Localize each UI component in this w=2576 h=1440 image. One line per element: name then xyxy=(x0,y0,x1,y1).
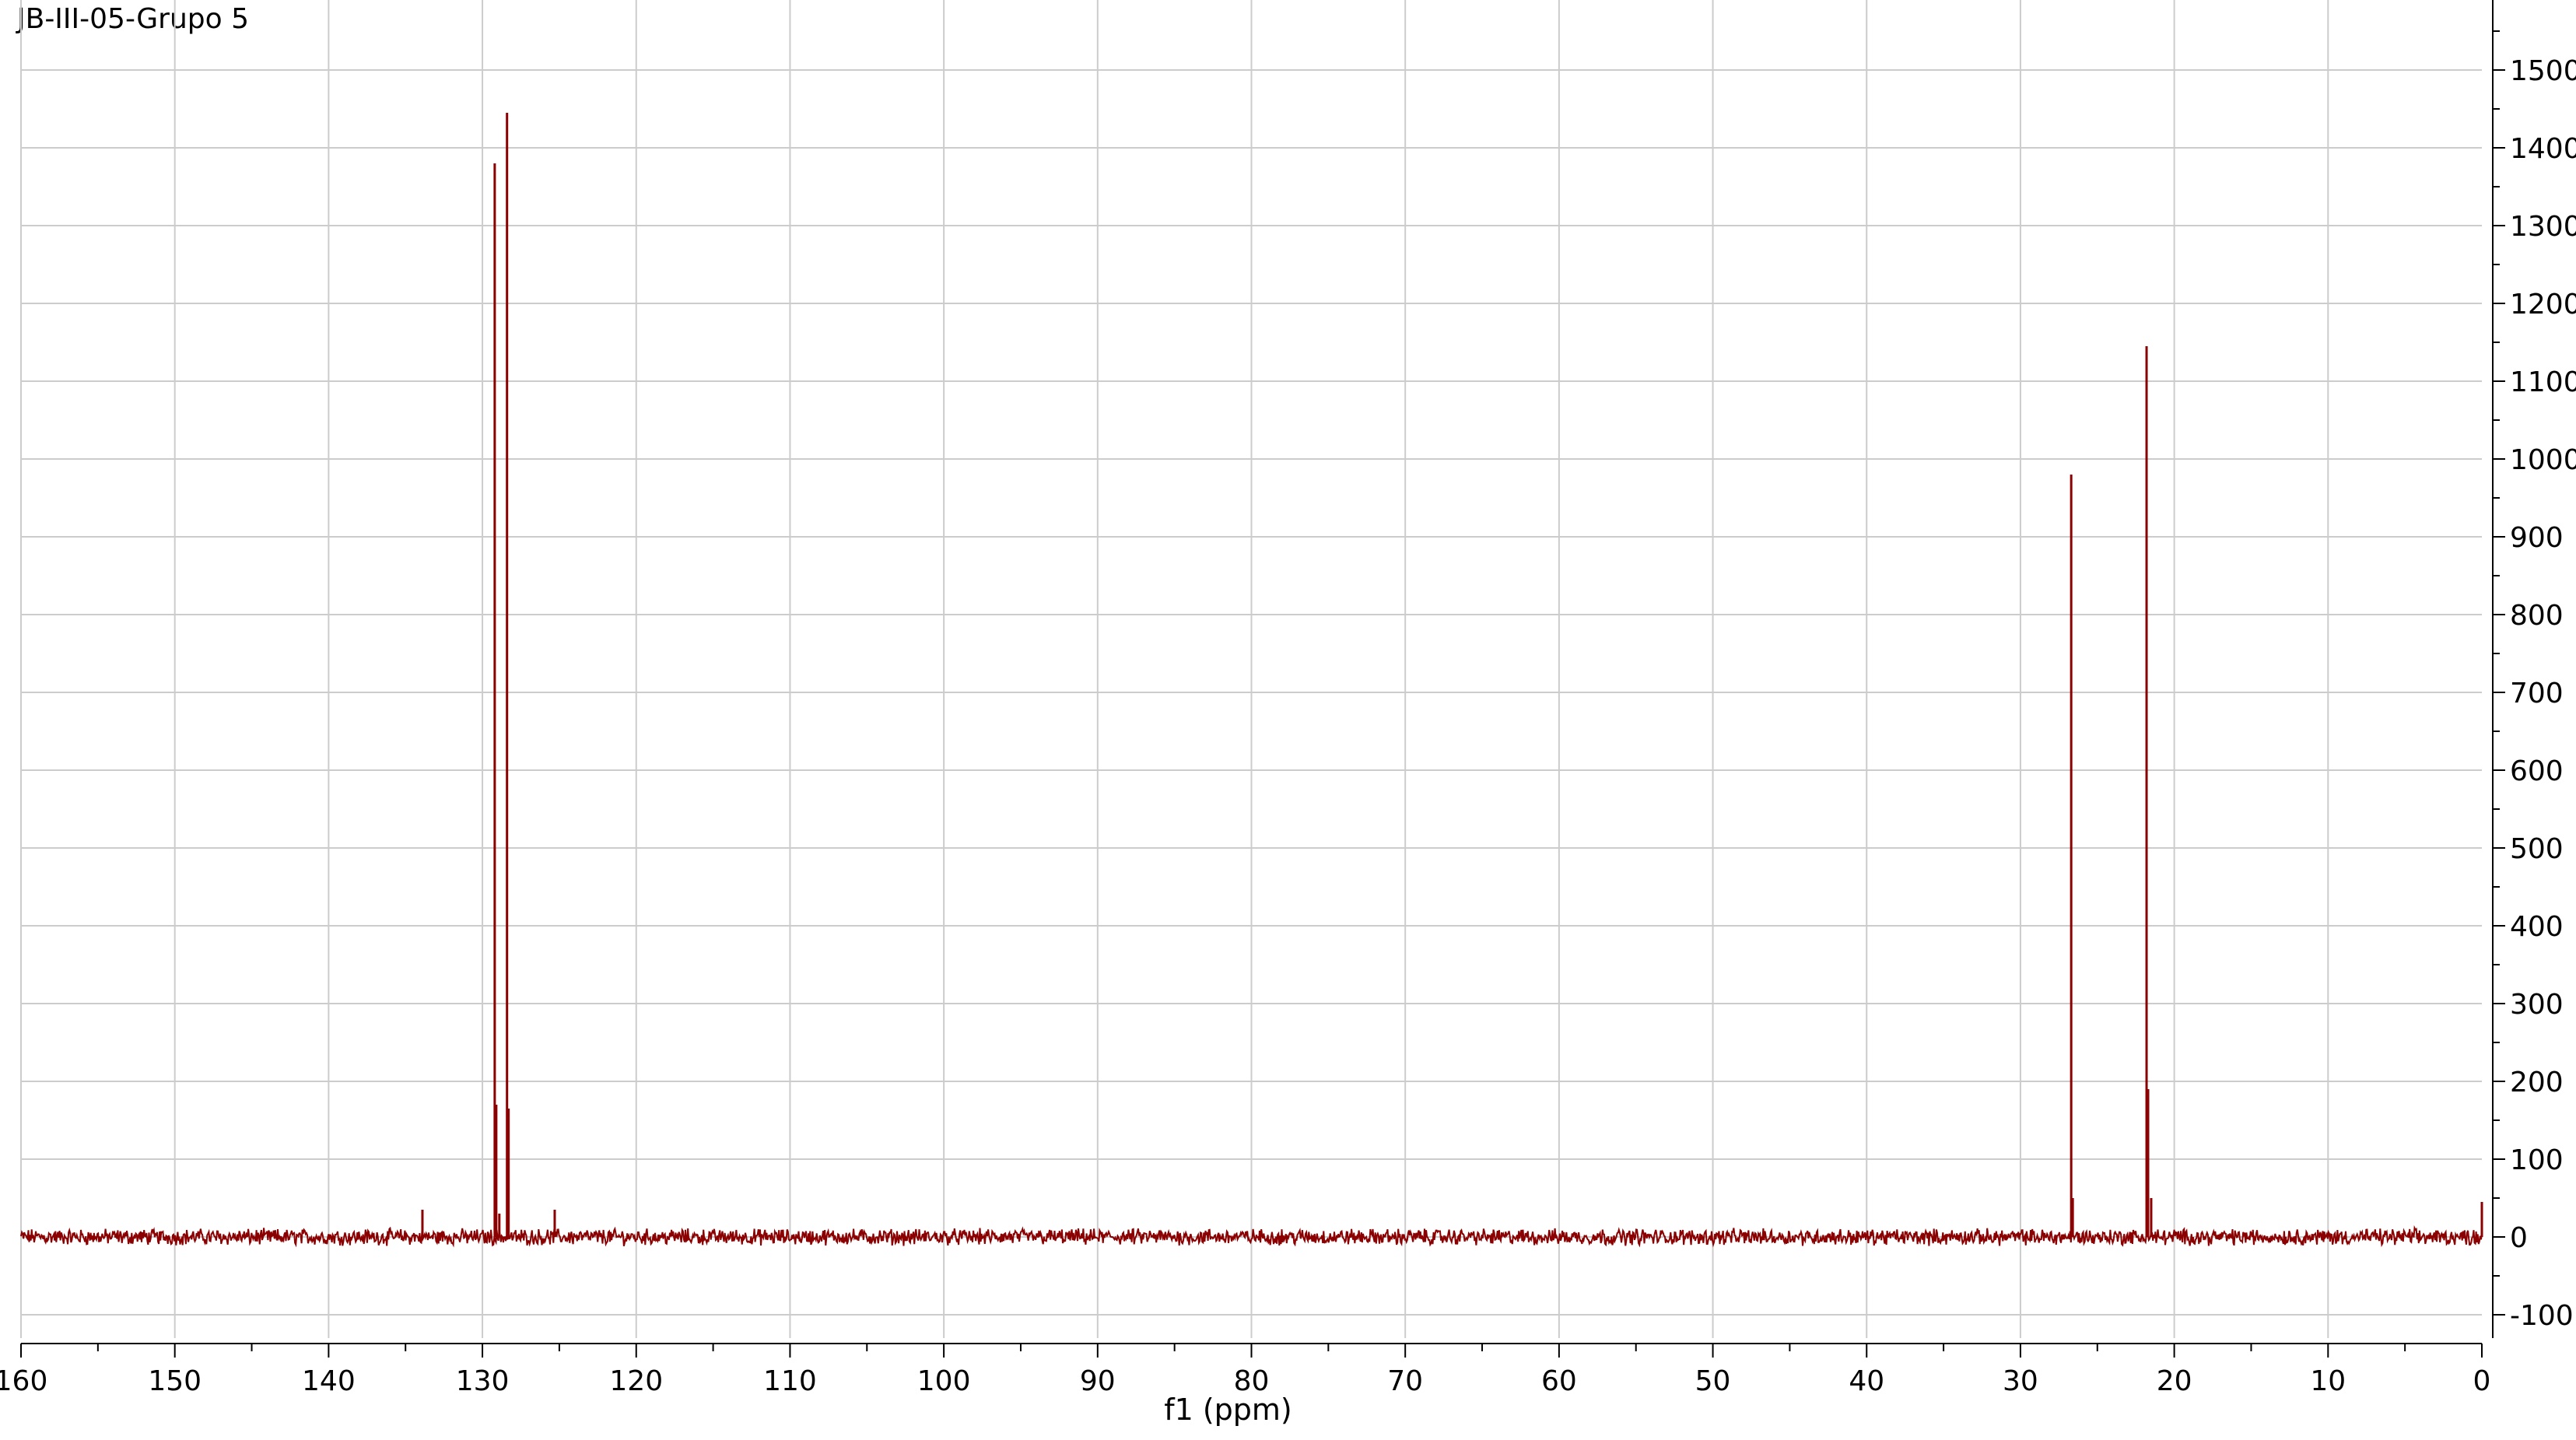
spectrum-trace xyxy=(20,113,2483,1248)
x-axis-title: f1 (ppm) xyxy=(1164,1393,1292,1427)
y-tick-label: 1400 xyxy=(2510,133,2576,165)
x-tick-label: 140 xyxy=(302,1365,356,1397)
y-tick-label: 200 xyxy=(2510,1067,2564,1098)
x-tick-label: 150 xyxy=(148,1365,202,1397)
y-tick-label: 100 xyxy=(2510,1144,2564,1176)
x-tick-label: 90 xyxy=(1080,1365,1116,1397)
x-tick-label: 50 xyxy=(1695,1365,1731,1397)
y-tick-label: 1500 xyxy=(2510,55,2576,87)
x-tick-label: 0 xyxy=(2473,1365,2491,1397)
x-tick-label: 120 xyxy=(609,1365,663,1397)
x-tick-label: 80 xyxy=(1234,1365,1270,1397)
y-tick-label: 400 xyxy=(2510,911,2564,943)
y-tick-label: 0 xyxy=(2510,1222,2528,1254)
y-tick-label: 500 xyxy=(2510,833,2564,865)
x-tick-label: 20 xyxy=(2157,1365,2192,1397)
y-tick-label: 1100 xyxy=(2510,366,2576,398)
y-tick-label: -100 xyxy=(2510,1300,2574,1332)
y-tick-label: 1300 xyxy=(2510,211,2576,243)
x-tick-label: 60 xyxy=(1541,1365,1577,1397)
x-tick-label: 130 xyxy=(456,1365,510,1397)
x-tick-label: 110 xyxy=(763,1365,817,1397)
x-tick-label: 70 xyxy=(1387,1365,1423,1397)
x-tick-label: 160 xyxy=(0,1365,47,1397)
y-tick-label: 300 xyxy=(2510,989,2564,1021)
x-axis: 160 150 140 130 120 110 100 90 80 70 60 50 40 30 20 10 0 xyxy=(0,1343,2491,1397)
x-tick-label: 100 xyxy=(917,1365,971,1397)
y-axis: -100 0 100 200 300 400 500 600 700 800 900 1000 1100… xyxy=(2492,0,2576,1338)
grid-lines xyxy=(20,0,2482,1338)
y-tick-label: 1200 xyxy=(2510,289,2576,321)
x-tick-label: 40 xyxy=(1849,1365,1884,1397)
x-tick-label: 10 xyxy=(2310,1365,2346,1397)
y-tick-label: 900 xyxy=(2510,522,2564,554)
spectrum-title: JB-III-05-Grupo 5 xyxy=(17,3,250,35)
y-tick-label: 600 xyxy=(2510,755,2564,787)
y-tick-label: 1000 xyxy=(2510,444,2576,476)
y-tick-label: 700 xyxy=(2510,678,2564,709)
y-tick-label: 800 xyxy=(2510,600,2564,632)
x-tick-label: 30 xyxy=(2003,1365,2038,1397)
